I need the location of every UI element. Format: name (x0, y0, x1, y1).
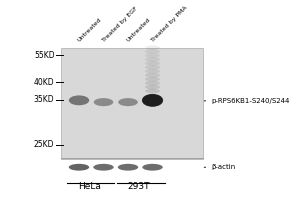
Ellipse shape (118, 98, 138, 106)
Text: Untreated: Untreated (126, 17, 152, 43)
Text: 293T: 293T (128, 182, 150, 191)
Ellipse shape (94, 98, 113, 106)
Text: Untreated: Untreated (77, 17, 103, 43)
Text: HeLa: HeLa (79, 182, 101, 191)
Text: 35KD: 35KD (34, 95, 55, 104)
Ellipse shape (142, 94, 163, 107)
Ellipse shape (145, 57, 160, 62)
Text: 55KD: 55KD (34, 51, 55, 60)
Ellipse shape (145, 69, 160, 74)
Ellipse shape (145, 49, 160, 54)
Ellipse shape (145, 61, 160, 66)
Ellipse shape (142, 94, 163, 106)
Text: Treated by EGF: Treated by EGF (101, 5, 139, 43)
Ellipse shape (145, 89, 160, 93)
Ellipse shape (69, 164, 89, 171)
Ellipse shape (142, 164, 163, 171)
Ellipse shape (118, 164, 138, 171)
Ellipse shape (145, 85, 160, 89)
Ellipse shape (145, 53, 160, 58)
Ellipse shape (145, 73, 160, 77)
Text: β-actin: β-actin (204, 164, 235, 170)
Text: Treated by PMA: Treated by PMA (150, 5, 188, 43)
Text: 40KD: 40KD (34, 78, 55, 87)
Ellipse shape (145, 81, 160, 85)
Bar (61, 48, 203, 159)
Ellipse shape (145, 77, 160, 81)
Ellipse shape (145, 45, 160, 50)
Ellipse shape (93, 164, 114, 171)
Ellipse shape (69, 95, 89, 105)
Ellipse shape (145, 65, 160, 70)
Text: 25KD: 25KD (34, 140, 55, 149)
Text: p-RPS6KB1-S240/S244: p-RPS6KB1-S240/S244 (204, 98, 290, 104)
